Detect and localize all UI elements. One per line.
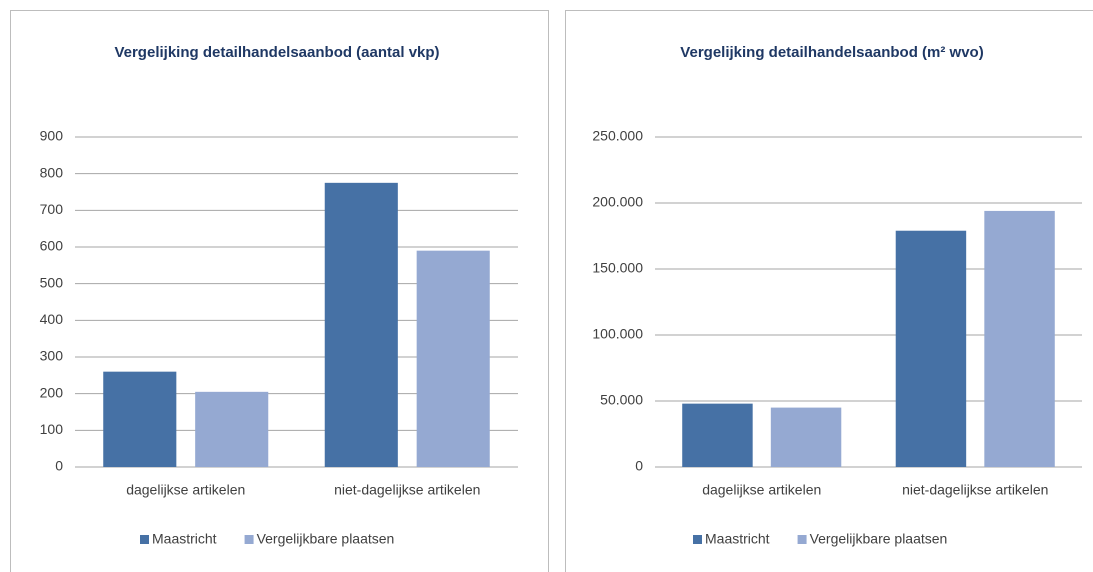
y-tick-label: 200 (40, 384, 64, 400)
x-tick-label: niet-dagelijkse artikelen (334, 482, 480, 498)
bar (895, 230, 967, 467)
y-tick-label: 300 (40, 348, 64, 364)
chart-title: Vergelijking detailhandelsaanbod (m² wvo… (680, 44, 983, 61)
legend-swatch (693, 535, 702, 544)
x-tick-label: niet-dagelijkse artikelen (902, 482, 1048, 498)
y-tick-label: 200.000 (592, 194, 643, 210)
legend-swatch (140, 535, 149, 544)
x-tick-label: dagelijkse artikelen (702, 482, 821, 498)
x-tick-label: dagelijkse artikelen (126, 482, 245, 498)
chart-title: Vergelijking detailhandelsaanbod (aantal… (114, 44, 439, 61)
legend-label: Vergelijkbare plaatsen (257, 531, 395, 547)
bar (682, 403, 753, 467)
y-tick-label: 400 (40, 311, 64, 327)
y-tick-label: 900 (40, 128, 64, 144)
legend-label: Maastricht (705, 531, 770, 547)
legend-swatch (797, 535, 807, 544)
legend-label: Vergelijkbare plaatsen (810, 531, 948, 547)
y-tick-label: 0 (635, 458, 643, 474)
y-tick-label: 150.000 (592, 260, 643, 276)
y-tick-label: 0 (55, 458, 63, 474)
y-tick-label: 800 (40, 164, 64, 180)
legend-label: Maastricht (152, 531, 217, 547)
bar (103, 371, 177, 467)
y-tick-label: 100 (40, 421, 64, 437)
y-tick-label: 100.000 (592, 326, 643, 342)
y-tick-label: 600 (40, 238, 64, 254)
y-tick-label: 50.000 (600, 392, 643, 408)
legend-swatch (244, 535, 254, 544)
bar (195, 391, 269, 467)
bar (416, 250, 490, 467)
bar (770, 407, 842, 467)
bar (324, 182, 398, 468)
y-tick-label: 250.000 (592, 128, 643, 144)
bar (984, 210, 1055, 468)
y-tick-label: 700 (40, 201, 64, 217)
y-tick-label: 500 (40, 274, 64, 290)
